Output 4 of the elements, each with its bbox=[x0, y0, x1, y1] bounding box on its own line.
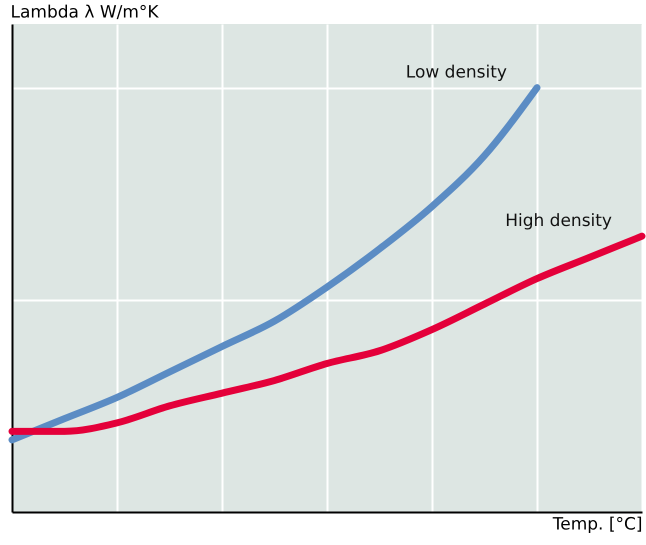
series-label: High density bbox=[505, 211, 612, 232]
series-label: Low density bbox=[406, 62, 507, 83]
x-axis-title: Temp. [°C] bbox=[552, 514, 642, 534]
y-axis-title: Lambda λ W/m°K bbox=[10, 2, 160, 22]
